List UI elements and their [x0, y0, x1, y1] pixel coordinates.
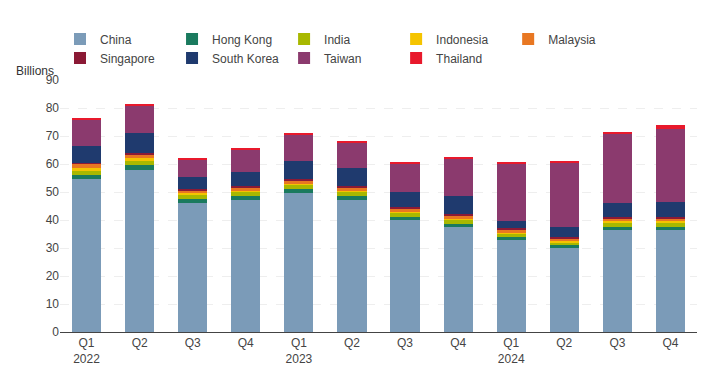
svg-text:Billions: Billions — [16, 64, 54, 78]
svg-text:Q4: Q4 — [450, 336, 466, 350]
svg-text:Q2: Q2 — [556, 336, 572, 350]
svg-text:Q12022: Q12022 — [73, 336, 100, 366]
svg-text:Singapore: Singapore — [100, 52, 155, 66]
svg-text:80: 80 — [46, 101, 60, 115]
svg-text:Q3: Q3 — [609, 336, 625, 350]
svg-text:Thailand: Thailand — [436, 52, 482, 66]
svg-text:50: 50 — [46, 185, 60, 199]
svg-text:Q2: Q2 — [344, 336, 360, 350]
svg-text:0: 0 — [52, 325, 59, 339]
svg-text:Q12024: Q12024 — [498, 336, 525, 366]
svg-text:China: China — [100, 33, 132, 47]
svg-text:30: 30 — [46, 241, 60, 255]
svg-text:Q2: Q2 — [132, 336, 148, 350]
svg-text:Q3: Q3 — [397, 336, 413, 350]
svg-text:Hong Kong: Hong Kong — [212, 33, 272, 47]
svg-text:Q4: Q4 — [662, 336, 678, 350]
svg-text:India: India — [324, 33, 350, 47]
svg-text:60: 60 — [46, 157, 60, 171]
svg-text:South Korea: South Korea — [212, 52, 279, 66]
svg-text:Indonesia: Indonesia — [436, 33, 488, 47]
svg-text:70: 70 — [46, 129, 60, 143]
svg-text:Q4: Q4 — [238, 336, 254, 350]
svg-text:Q12023: Q12023 — [286, 336, 313, 366]
svg-text:Malaysia: Malaysia — [548, 33, 596, 47]
svg-text:20: 20 — [46, 269, 60, 283]
svg-text:40: 40 — [46, 213, 60, 227]
svg-text:90: 90 — [46, 73, 60, 87]
svg-text:Q3: Q3 — [185, 336, 201, 350]
svg-text:Taiwan: Taiwan — [324, 52, 361, 66]
svg-text:10: 10 — [46, 297, 60, 311]
